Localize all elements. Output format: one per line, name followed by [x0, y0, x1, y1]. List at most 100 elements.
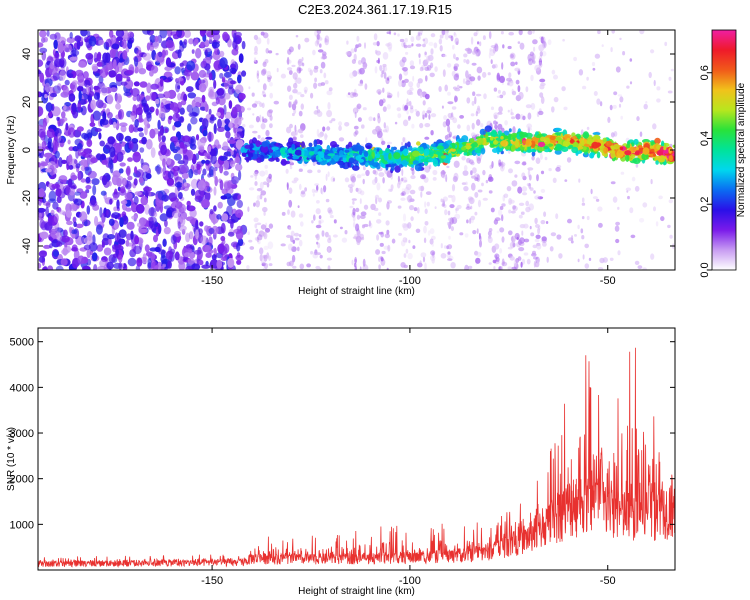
spectrogram-cell	[236, 259, 242, 265]
spectrogram-cell	[367, 155, 373, 162]
spectrogram-cell	[465, 70, 469, 79]
spectrogram-cell	[162, 158, 166, 168]
spectrogram-cell	[518, 247, 525, 252]
spectrogram-cell	[419, 122, 424, 129]
spectrogram-cell	[461, 146, 467, 151]
spectrogram-cell	[54, 52, 60, 59]
spectrogram-cell	[506, 186, 512, 192]
spectrogram-cell	[629, 207, 634, 214]
spectrogram-cell	[256, 237, 260, 243]
spectrogram-cell	[624, 150, 632, 156]
spectrogram-cell	[427, 158, 436, 163]
spectrogram-cell	[339, 161, 344, 169]
spectrogram-cell	[493, 87, 498, 92]
spectrogram-cell	[383, 152, 389, 161]
spectrogram-cell	[47, 265, 54, 270]
spectrogram-cell	[523, 238, 530, 243]
spectrogram-cell	[51, 183, 61, 189]
spectrogram-cell	[522, 192, 528, 196]
spectrogram-cell	[619, 146, 624, 151]
spectrogram-cell	[195, 219, 199, 230]
spectrogram-cell	[493, 266, 496, 270]
spectrogram-cell	[188, 38, 194, 45]
spectrogram-cell	[74, 159, 78, 165]
spectrogram-cell	[639, 218, 645, 223]
spectrogram-cell	[231, 48, 239, 56]
spectrogram-cell	[312, 193, 315, 197]
spectrogram-cell	[235, 163, 243, 171]
spectrogram-cell	[149, 34, 156, 43]
spectrogram-cell	[38, 106, 44, 117]
spectrogram-cell	[493, 140, 499, 145]
spectrogram-cell	[490, 59, 493, 64]
spectrogram-cell	[407, 222, 412, 229]
spectrogram-cell	[533, 46, 536, 52]
snr-x-tick-label: -100	[399, 575, 421, 587]
spectrogram-cell	[275, 158, 280, 162]
spectrogram-cell	[515, 79, 520, 85]
spectrogram-cell	[419, 260, 422, 266]
spectrogram-cell	[497, 123, 503, 130]
spectrogram-cell	[38, 59, 44, 67]
spectrogram-cell	[102, 52, 109, 64]
spectrogram-cell	[234, 31, 242, 38]
spectrogram-cell	[538, 56, 543, 61]
spectrogram-cell	[397, 33, 400, 37]
spectrogram-cell	[291, 180, 297, 184]
spectrogram-cell	[316, 200, 320, 204]
spectrogram-cell	[418, 53, 421, 58]
spectrogram-cell	[208, 131, 212, 143]
spectrogram-cell	[488, 31, 492, 40]
spectrogram-cell	[255, 116, 260, 123]
spectrogram-cell	[227, 231, 235, 237]
spectrogram-cell	[229, 67, 237, 74]
spectrogram-cell	[252, 147, 260, 151]
spectrogram-cell	[183, 39, 188, 45]
spectrogram-cell	[86, 129, 93, 140]
spectrogram-cell	[629, 81, 633, 85]
spectrogram-cell	[149, 216, 157, 225]
spectrogram-cell	[173, 153, 182, 161]
spectrogram-cell	[223, 170, 229, 176]
spectrogram-cell	[612, 196, 618, 203]
spectrogram-cell	[515, 258, 520, 263]
spectrogram-cell	[107, 136, 116, 145]
spectrogram-cell	[420, 191, 423, 198]
spectrogram-cell	[424, 201, 427, 208]
spectrogram-cell	[261, 102, 265, 109]
spectrogram-cell	[496, 146, 500, 155]
spectrogram-cell	[388, 46, 392, 52]
spectrogram-cell	[461, 182, 467, 185]
spectrogram-cell	[511, 237, 515, 244]
spectrogram-cell	[292, 265, 297, 269]
colorbar-tick-label: 0.4	[699, 131, 711, 146]
spectrogram-cell	[294, 232, 300, 237]
spectrogram-cell	[280, 243, 286, 247]
spectrogram-cell	[165, 39, 175, 49]
spectrogram-cell	[286, 56, 290, 65]
spectrogram-cell	[480, 147, 486, 155]
spectrogram-cell	[262, 68, 267, 75]
spectrogram-cell	[615, 221, 620, 226]
spectrogram-cell	[650, 179, 653, 185]
spectrogram-cell	[532, 30, 535, 34]
spectrogram-cell	[424, 123, 431, 128]
spectrogram-cell	[213, 168, 216, 179]
spectrogram-cell	[161, 135, 166, 143]
spectrogram-cell	[237, 116, 244, 121]
spectrogram-cell	[186, 104, 193, 113]
spectrogram-cell	[262, 118, 268, 123]
spectrogram-cell	[417, 31, 420, 37]
spectrogram-cell	[607, 150, 616, 154]
spectrogram-cell	[517, 41, 521, 44]
spectrogram-cell	[237, 105, 245, 113]
spectrogram-cell	[643, 103, 648, 110]
spectrogram-cell	[180, 100, 187, 106]
spectrogram-cell	[544, 156, 548, 161]
spectrogram-cell	[251, 103, 258, 108]
spectrogram-cell	[252, 130, 258, 134]
spectrogram-cell	[328, 209, 333, 215]
spectrogram-cell	[38, 188, 45, 198]
spectrogram-cell	[446, 165, 450, 169]
spectrogram-cell	[313, 214, 316, 221]
